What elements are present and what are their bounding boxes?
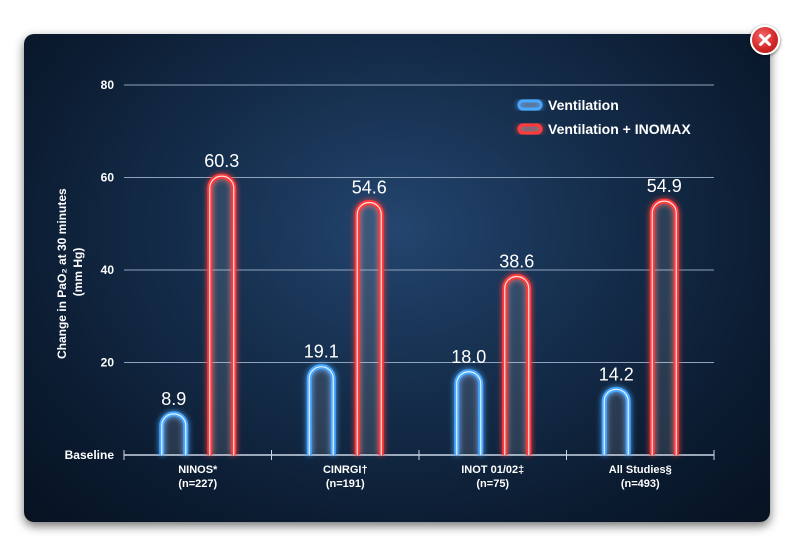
bar-highlight <box>308 366 334 455</box>
x-tick-label: All Studies§ <box>609 464 672 476</box>
data-label: 14.2 <box>599 364 634 384</box>
bar-highlight <box>161 413 187 455</box>
data-label: 54.6 <box>352 177 387 197</box>
legend-swatch <box>517 99 543 111</box>
x-tick-label: NINOS* <box>178 464 218 476</box>
data-label: 18.0 <box>451 347 486 367</box>
close-button[interactable] <box>750 25 780 55</box>
x-tick-sublabel: (n=227) <box>178 478 217 490</box>
close-icon <box>759 34 771 46</box>
bar-highlight <box>651 200 677 455</box>
y-tick-label: Baseline <box>65 448 115 462</box>
bar <box>306 364 336 455</box>
data-label: 19.1 <box>304 342 339 362</box>
bar <box>454 369 484 455</box>
bar <box>502 273 532 455</box>
x-tick-sublabel: (n=191) <box>326 478 365 490</box>
legend-label: Ventilation <box>548 97 619 113</box>
y-axis-label: Change in PaO₂ at 30 minutes (mm Hg) <box>55 185 85 359</box>
bar-highlight <box>356 201 382 455</box>
bar-highlight <box>603 388 629 455</box>
y-tick-label: 40 <box>101 263 115 277</box>
data-label: 54.9 <box>647 176 682 196</box>
legend-swatch <box>517 123 543 135</box>
y-axis-label-line1: Change in PaO₂ at 30 minutes <box>55 188 69 359</box>
bar <box>207 173 237 455</box>
bar-highlight <box>456 371 482 455</box>
data-label: 38.6 <box>499 251 534 271</box>
bar <box>649 198 679 455</box>
y-tick-label: 20 <box>101 356 115 370</box>
y-axis: Baseline 20 40 60 80 <box>65 78 715 462</box>
bar-highlight <box>209 175 235 455</box>
x-axis-labels: NINOS* (n=227) CINRGI† (n=191) INOT 01/02‡ (n… <box>178 464 672 490</box>
x-tick-sublabel: (n=493) <box>621 478 660 490</box>
data-label: 8.9 <box>161 389 186 409</box>
bar <box>601 386 631 455</box>
chart-panel <box>24 34 770 522</box>
y-axis-label-line2: (mm Hg) <box>71 248 85 297</box>
x-tick-label: CINRGI† <box>323 464 368 476</box>
bar <box>354 199 384 455</box>
bar-highlight <box>504 275 530 455</box>
y-tick-label: 80 <box>101 78 115 92</box>
bars: 8.9 19.1 18.0 14.2 60.3 54.6 38.6 54.9 <box>159 151 682 455</box>
bar <box>159 411 189 455</box>
y-tick-label: 60 <box>101 171 115 185</box>
x-tick-label: INOT 01/02‡ <box>461 464 524 476</box>
x-tick-sublabel: (n=75) <box>476 478 509 490</box>
data-label: 60.3 <box>204 151 239 171</box>
legend: Ventilation Ventilation + INOMAX <box>517 97 691 137</box>
legend-label: Ventilation + INOMAX <box>548 121 691 137</box>
